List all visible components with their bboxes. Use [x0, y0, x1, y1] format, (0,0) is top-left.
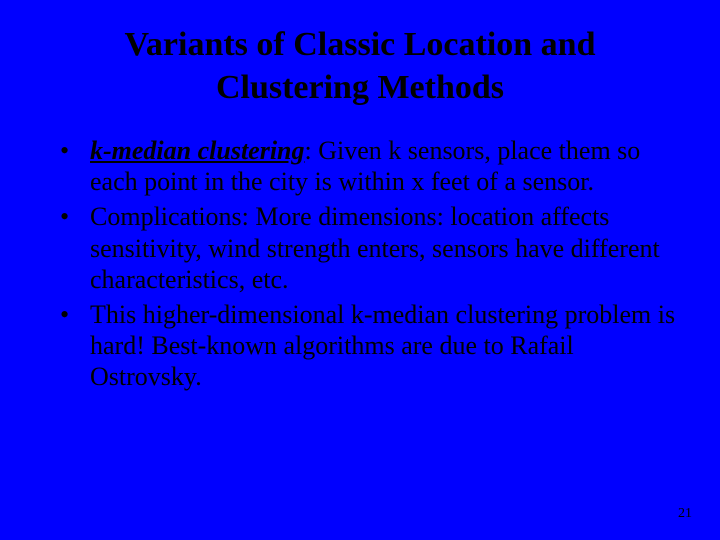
slide-title: Variants of Classic Location and Cluster… — [40, 24, 680, 109]
bullet-item: k-median clustering: Given k sensors, pl… — [60, 135, 680, 197]
bullet-text: Complications: More dimensions: location… — [90, 202, 660, 293]
bullet-emphasis: k-median clustering — [90, 136, 305, 165]
bullet-item: Complications: More dimensions: location… — [60, 201, 680, 295]
bullet-text: This higher-dimensional k-median cluster… — [90, 300, 675, 391]
title-line-1: Variants of Classic Location and — [124, 26, 595, 63]
slide: Variants of Classic Location and Cluster… — [0, 0, 720, 540]
page-number: 21 — [678, 506, 692, 522]
bullet-item: This higher-dimensional k-median cluster… — [60, 299, 680, 393]
bullet-list: k-median clustering: Given k sensors, pl… — [40, 135, 680, 393]
title-line-2: Clustering Methods — [216, 69, 504, 106]
